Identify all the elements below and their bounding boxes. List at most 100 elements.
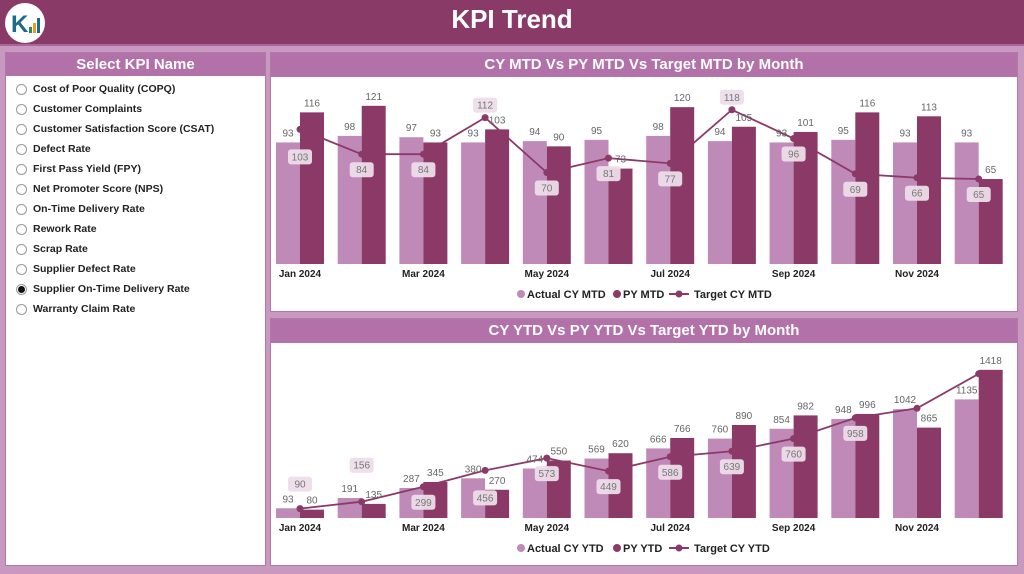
actual-bar [399, 137, 424, 264]
target-point [666, 453, 674, 461]
actual-bar [769, 142, 794, 264]
kpi-option-label: Supplier On-Time Delivery Rate [33, 283, 190, 295]
target-data-label: 118 [724, 93, 740, 104]
target-label-box [719, 459, 744, 475]
radio-button-icon[interactable] [16, 263, 27, 275]
kpi-option[interactable]: Customer Satisfaction Score (CSAT) [6, 119, 265, 139]
actual-data-label: 93 [468, 128, 480, 139]
target-label-box [534, 466, 559, 482]
ytd-chart-panel: CY YTD Vs PY YTD Vs Target YTD by Month … [270, 318, 1018, 566]
target-point [975, 175, 983, 183]
py-bar [546, 146, 571, 264]
legend-py-icon [613, 290, 621, 298]
x-tick-label: Jan 2024 [279, 269, 322, 280]
x-tick-label: Nov 2024 [895, 523, 939, 534]
actual-bar [769, 428, 794, 518]
radio-button-icon[interactable] [16, 163, 27, 175]
target-label-box [473, 490, 498, 506]
py-data-label: 93 [430, 128, 442, 139]
py-data-label: 620 [612, 439, 629, 450]
kpi-option[interactable]: On-Time Delivery Rate [6, 199, 265, 219]
actual-data-label: 94 [714, 127, 726, 138]
target-data-label: 958 [847, 429, 864, 440]
actual-data-label: 1135 [956, 385, 978, 396]
actual-data-label: 98 [653, 122, 665, 133]
header-bar: K KPI Trend [0, 0, 1024, 46]
actual-data-label: 93 [776, 128, 788, 139]
actual-bar [831, 139, 856, 264]
py-data-label: 996 [859, 400, 876, 411]
py-data-label: 766 [674, 424, 691, 435]
target-point [481, 114, 489, 122]
target-data-label: 573 [538, 469, 555, 480]
kpi-option-label: Customer Complaints [33, 103, 143, 115]
radio-button-icon[interactable] [16, 223, 27, 235]
target-data-label: 456 [477, 493, 494, 504]
x-tick-label: Jul 2024 [650, 269, 690, 280]
actual-bar [954, 399, 979, 518]
target-data-label: 103 [292, 152, 309, 163]
target-point [419, 150, 427, 158]
target-label-box [658, 171, 683, 187]
ytd-chart: 93 80 191 135 287 345 380 270 474 550 569 620 666 766… [276, 356, 1003, 555]
actual-bar [954, 142, 979, 264]
x-tick-label: May 2024 [525, 523, 570, 534]
kpi-option[interactable]: Defect Rate [6, 139, 265, 159]
py-data-label: 80 [306, 496, 318, 507]
target-data-label: 156 [353, 461, 370, 472]
actual-data-label: 93 [899, 128, 911, 139]
py-bar [793, 415, 818, 518]
radio-button-icon[interactable] [16, 243, 27, 255]
kpi-option-label: Rework Rate [33, 223, 97, 235]
radio-button-icon[interactable] [16, 283, 27, 295]
target-data-label: 586 [662, 468, 679, 479]
target-label-box [349, 457, 374, 473]
py-bar [423, 142, 448, 264]
actual-bar [893, 142, 917, 264]
target-point [728, 106, 736, 114]
py-bar [731, 126, 756, 264]
radio-button-icon[interactable] [16, 103, 27, 115]
radio-button-icon[interactable] [16, 203, 27, 215]
kpi-option-label: Scrap Rate [33, 243, 88, 255]
actual-data-label: 98 [344, 122, 356, 133]
target-data-label: 90 [294, 480, 306, 491]
actual-bar [707, 438, 732, 518]
kpi-option-label: On-Time Delivery Rate [33, 203, 145, 215]
py-data-label: 73 [615, 155, 627, 166]
actual-bar [893, 409, 917, 518]
radio-button-icon[interactable] [16, 303, 27, 315]
target-point [975, 370, 983, 378]
target-label-box [349, 162, 374, 178]
actual-data-label: 760 [712, 425, 729, 436]
kpi-option[interactable]: First Pass Yield (FPY) [6, 159, 265, 179]
kpi-option[interactable]: Warranty Claim Rate [6, 299, 265, 319]
actual-data-label: 95 [591, 126, 603, 137]
radio-button-icon[interactable] [16, 123, 27, 135]
kpi-option[interactable]: Cost of Poor Quality (COPQ) [6, 79, 265, 99]
kpi-option[interactable]: Rework Rate [6, 219, 265, 239]
target-point [851, 414, 859, 422]
target-label-box [411, 162, 436, 178]
radio-button-icon[interactable] [16, 83, 27, 95]
target-point [913, 404, 921, 412]
target-label-box [596, 166, 621, 182]
target-label-box [843, 181, 868, 197]
kpi-list: Cost of Poor Quality (COPQ) Customer Comp… [6, 76, 265, 319]
kpi-option[interactable]: Supplier On-Time Delivery Rate [6, 279, 265, 299]
kpi-option[interactable]: Supplier Defect Rate [6, 259, 265, 279]
target-point [605, 467, 612, 475]
kpi-option[interactable]: Customer Complaints [6, 99, 265, 119]
kpi-option[interactable]: Scrap Rate [6, 239, 265, 259]
kpi-option[interactable]: Net Promoter Score (NPS) [6, 179, 265, 199]
svg-text:K: K [11, 11, 29, 38]
radio-button-icon[interactable] [16, 183, 27, 195]
radio-button-icon[interactable] [16, 143, 27, 155]
target-point [913, 174, 921, 182]
actual-data-label: 97 [406, 123, 418, 134]
py-data-label: 982 [797, 401, 814, 412]
target-data-label: 449 [600, 482, 617, 493]
target-data-label: 77 [665, 174, 677, 185]
py-data-label: 65 [985, 165, 997, 176]
actual-data-label: 666 [650, 434, 667, 445]
